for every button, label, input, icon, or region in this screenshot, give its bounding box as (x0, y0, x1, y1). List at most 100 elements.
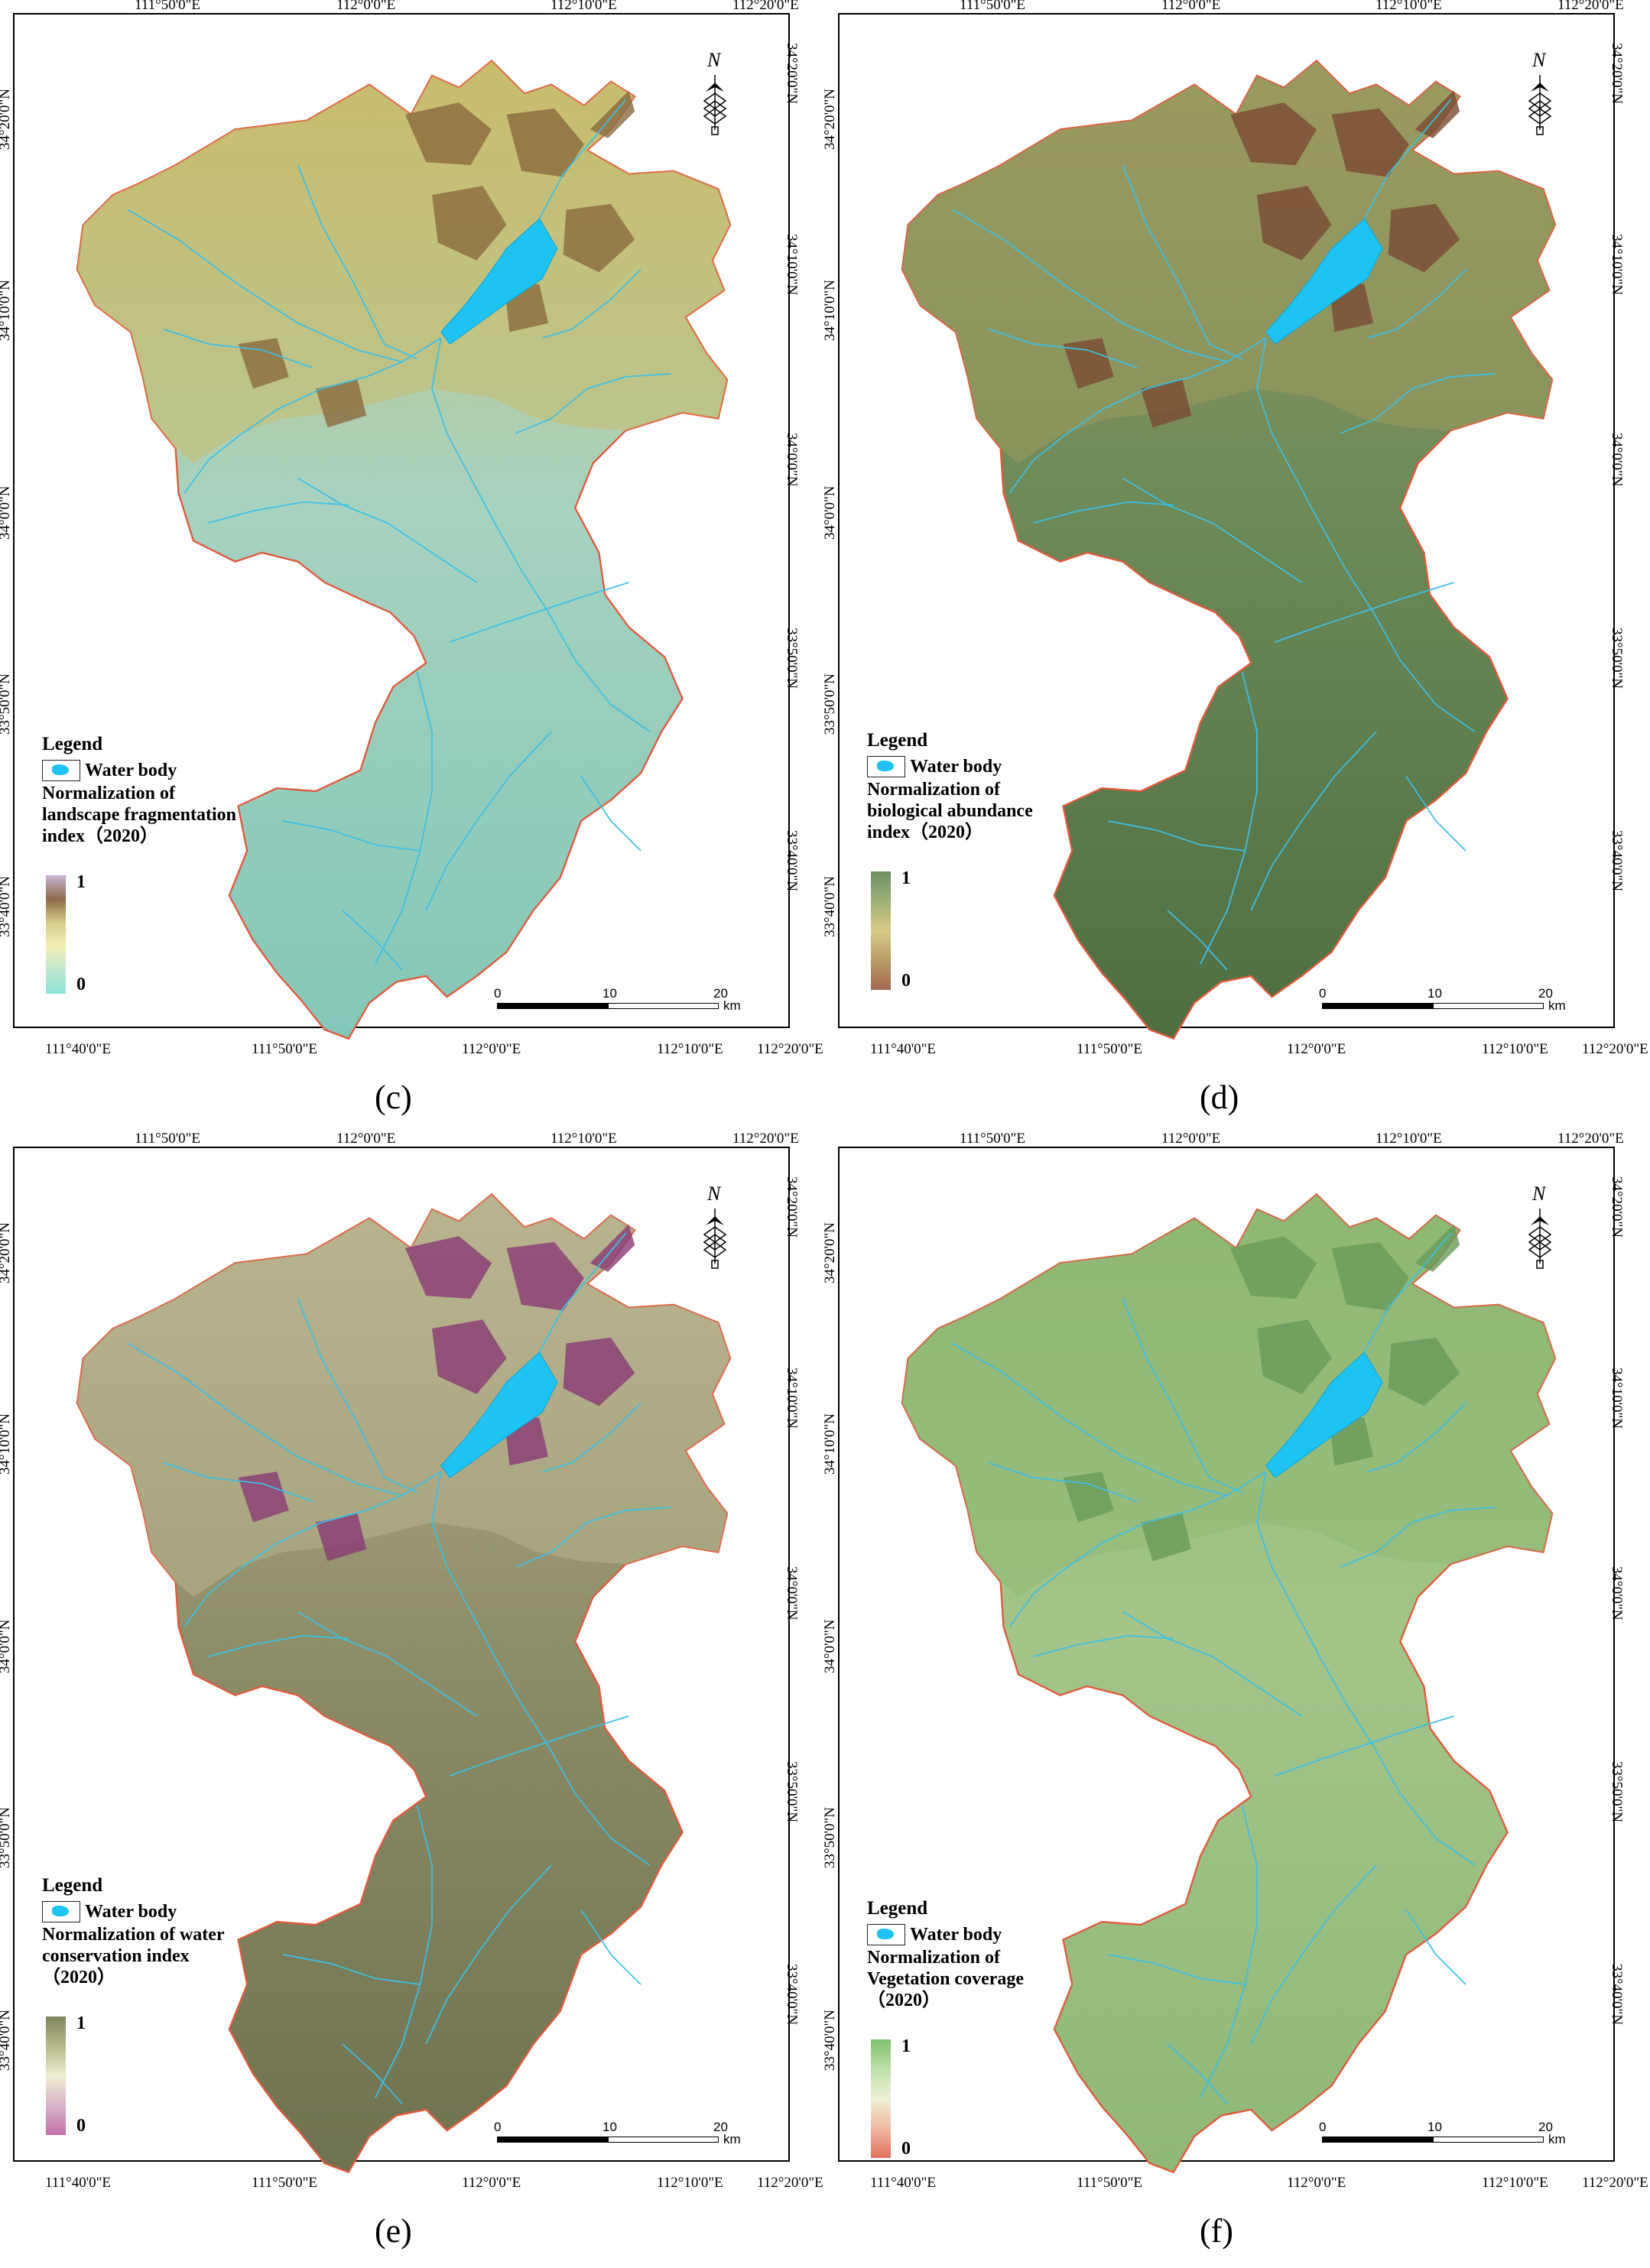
index-patch (563, 1337, 635, 1407)
river (1250, 731, 1377, 911)
map-neatline (13, 1147, 790, 2162)
lon-tick-bottom: 112°0'0"E (1287, 2175, 1346, 2191)
index-title-line1: Normalization of (867, 1948, 1000, 1968)
index-patch (506, 1241, 584, 1311)
index-patch (1388, 1337, 1460, 1407)
river (127, 209, 403, 363)
color-ramp-bar (46, 875, 66, 994)
river-network (952, 99, 1496, 971)
lat-tick-right: 34°20'0"N (1609, 1176, 1625, 1238)
legend-title: Legend (867, 1898, 928, 1919)
lat-tick-right: 34°20'0"N (784, 1176, 800, 1238)
index-patch (238, 1471, 289, 1523)
panel-caption: (c) (375, 1079, 412, 1116)
north-label: N (707, 49, 721, 71)
water-body-icon (42, 760, 80, 781)
lon-tick-bottom: 111°40'0"E (45, 2175, 111, 2191)
ramp-high-label: 1 (76, 872, 86, 892)
lat-tick-left: 34°20'0"N (0, 89, 13, 150)
river (342, 2043, 403, 2104)
map-frame (13, 13, 790, 1040)
river (1122, 1611, 1302, 1717)
water-body-icon (42, 1901, 80, 1922)
index-title-line2: conservation index (42, 1946, 190, 1966)
index-title-line1: Normalization of water (42, 1925, 225, 1945)
river (538, 1232, 627, 1353)
river (580, 1909, 641, 1985)
map-frame (838, 1147, 1615, 2174)
river (988, 1462, 1138, 1503)
river (208, 1634, 349, 1657)
water-body-label: Water body (85, 761, 177, 780)
scale-bar: 0 10 20 km (1319, 986, 1574, 1017)
river (542, 268, 641, 339)
lat-tick-right: 33°40'0"N (1609, 830, 1625, 891)
river (297, 1298, 417, 1494)
river (1250, 1864, 1377, 2045)
river (1405, 1909, 1466, 1985)
river-network (952, 1232, 1496, 2104)
color-ramp-bar (871, 871, 891, 990)
scale-unit: km (1548, 998, 1566, 1013)
ramp-high-label: 1 (901, 868, 911, 888)
scale-unit: km (723, 2132, 741, 2146)
scale-label-20: 20 (1538, 2120, 1553, 2134)
lon-tick-bottom: 111°50'0"E (252, 2175, 317, 2191)
river (1107, 1954, 1246, 1985)
river (282, 820, 421, 852)
lat-tick-right: 34°10'0"N (1609, 1368, 1625, 1429)
river (1405, 776, 1466, 852)
scale-label-10: 10 (1428, 986, 1442, 1001)
river (515, 1507, 671, 1568)
lat-tick-left: 33°40'0"N (0, 2010, 13, 2071)
scale-bar: 0 10 20 km (494, 986, 749, 1017)
lat-tick-right: 34°20'0"N (1609, 43, 1625, 104)
ramp-low-label: 0 (76, 975, 86, 994)
river (1363, 1232, 1452, 1353)
river (282, 1954, 421, 1985)
index-patch (315, 1513, 367, 1562)
scale-label-20: 20 (713, 2120, 728, 2134)
lat-tick-left: 33°40'0"N (0, 876, 13, 937)
map-frame (838, 13, 1615, 1040)
scale-label-0: 0 (1319, 986, 1327, 1001)
index-title-line1: Normalization of (867, 780, 1000, 800)
scale-label-20: 20 (1538, 986, 1553, 1001)
lon-tick-bottom: 112°20'0"E (1582, 2175, 1648, 2191)
lat-tick-right: 33°50'0"N (784, 1761, 800, 1822)
index-title-line3: index（2020） (42, 826, 159, 846)
river (297, 164, 417, 360)
river (1256, 1471, 1476, 1866)
legend: Legend Water body Normalization of water co… (42, 1875, 225, 1988)
lat-tick-left: 34°10'0"N (822, 1413, 838, 1475)
map-neatline (838, 13, 1615, 1028)
river (1009, 1471, 1267, 1627)
map-panel-c: 111°50'0"E 112°0'0"E 112°10'0"E 112°20'0"E 1… (0, 0, 825, 1134)
river (1167, 2043, 1228, 2104)
lat-tick-right: 34°0'0"N (1609, 1566, 1625, 1621)
river (375, 1805, 433, 2098)
river (1122, 164, 1242, 360)
ramp-low-label: 0 (901, 971, 911, 991)
index-patch (1140, 1513, 1192, 1562)
lat-tick-left: 33°50'0"N (0, 673, 13, 735)
scale-unit: km (1548, 2132, 1566, 2146)
lon-tick-top: 111°50'0"E (135, 1131, 200, 1147)
lon-tick-bottom: 112°10'0"E (1482, 1041, 1548, 1057)
index-patch (1063, 338, 1114, 389)
index-title-line3: index（2020） (867, 823, 984, 842)
river (425, 1864, 552, 2045)
lat-tick-right: 33°40'0"N (784, 1964, 800, 2025)
lat-tick-left: 34°20'0"N (822, 1222, 838, 1283)
lat-tick-right: 33°50'0"N (1609, 1761, 1625, 1822)
north-arrow-icon: N (1525, 1183, 1555, 1275)
water-body-icon (867, 756, 905, 777)
lon-tick-top: 112°10'0"E (1376, 1131, 1442, 1147)
map-neatline (13, 13, 790, 1028)
river (952, 209, 1228, 363)
lat-tick-left: 34°20'0"N (822, 89, 838, 150)
lat-tick-left: 33°50'0"N (0, 1807, 13, 1868)
river (450, 1715, 629, 1776)
